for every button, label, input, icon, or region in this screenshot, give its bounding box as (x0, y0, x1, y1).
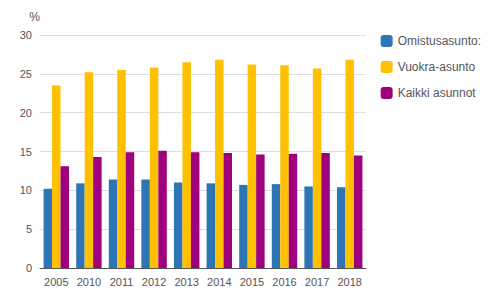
svg-text:20: 20 (20, 107, 32, 119)
svg-text:2010: 2010 (77, 276, 101, 288)
svg-text:2014: 2014 (207, 276, 231, 288)
svg-text:Kaikki asunnot: Kaikki asunnot (398, 86, 477, 100)
svg-text:0: 0 (26, 262, 32, 274)
svg-text:%: % (29, 10, 40, 24)
svg-text:30: 30 (20, 29, 32, 41)
svg-text:2018: 2018 (337, 276, 361, 288)
svg-text:5: 5 (26, 223, 32, 235)
svg-text:2016: 2016 (272, 276, 296, 288)
svg-text:2013: 2013 (174, 276, 198, 288)
svg-text:Vuokra-asunto: Vuokra-asunto (398, 60, 476, 74)
svg-text:2015: 2015 (240, 276, 264, 288)
svg-text:2012: 2012 (142, 276, 166, 288)
svg-text:2005: 2005 (44, 276, 68, 288)
svg-text:2011: 2011 (110, 276, 134, 288)
svg-text:2017: 2017 (305, 276, 329, 288)
svg-text:10: 10 (20, 184, 32, 196)
svg-text:25: 25 (20, 68, 32, 80)
svg-text:15: 15 (20, 146, 32, 158)
svg-text:Omistusasunto:: Omistusasunto: (398, 34, 481, 48)
